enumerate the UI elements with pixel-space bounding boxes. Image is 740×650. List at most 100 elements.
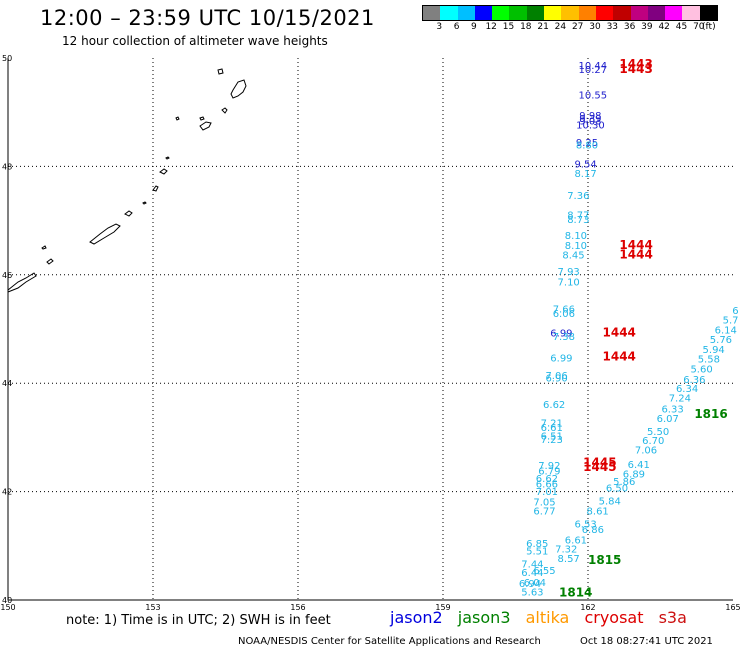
pass-time-label: 1444 bbox=[603, 326, 636, 340]
footnote: note: 1) Time is in UTC; 2) SWH is in fe… bbox=[66, 613, 331, 628]
island-outline bbox=[165, 156, 170, 160]
color-swatch bbox=[526, 6, 545, 20]
legend-altika: altika bbox=[525, 608, 570, 627]
color-swatch bbox=[578, 6, 596, 20]
pass-time-labels: 1443144314441444144414441445144518161815… bbox=[559, 57, 728, 600]
color-scale-unit: (ft) bbox=[702, 22, 716, 32]
wave-height-value: 6.90 bbox=[545, 374, 567, 385]
wave-height-value: 9.39 bbox=[579, 114, 601, 125]
wave-height-value: 5.76 bbox=[710, 335, 732, 346]
color-swatch bbox=[561, 6, 579, 20]
wave-height-value: 9.25 bbox=[576, 138, 598, 149]
pass-time-label: 1445 bbox=[583, 460, 616, 474]
wave-height-value: 5.7 bbox=[723, 316, 739, 327]
color-swatch bbox=[699, 6, 718, 20]
wave-height-value: 6.70 bbox=[642, 436, 664, 447]
wave-height-value: 6.79 bbox=[538, 466, 560, 477]
wave-height-value: 7.44 bbox=[521, 559, 543, 570]
island-outline bbox=[230, 79, 247, 99]
legend-s3a: s3a bbox=[658, 608, 687, 627]
wave-height-value: 5.84 bbox=[599, 497, 621, 508]
color-scale-tick: 3 bbox=[436, 22, 443, 32]
wave-height-value: 7.32 bbox=[555, 544, 577, 555]
wave-height-value: 10.55 bbox=[579, 91, 608, 102]
pass-time-label: 1815 bbox=[588, 553, 621, 567]
wave-height-value: 6.36 bbox=[683, 375, 705, 386]
wave-height-value: 8.73 bbox=[567, 215, 589, 226]
latitude-label: 46 bbox=[2, 271, 12, 280]
wave-height-value: 6.41 bbox=[628, 460, 650, 471]
latitude-label: 48 bbox=[2, 162, 12, 171]
wave-height-value: 8.80 bbox=[576, 141, 598, 152]
wave-height-value: 6.06 bbox=[553, 309, 575, 320]
color-swatch bbox=[492, 6, 510, 20]
island-outline bbox=[152, 185, 159, 192]
wave-height-value: 6.34 bbox=[676, 384, 698, 395]
longitude-label: 153 bbox=[145, 603, 160, 612]
wave-height-value: 10.27 bbox=[579, 65, 608, 76]
wave-height-value: 6.66 bbox=[536, 479, 558, 490]
color-swatch bbox=[647, 6, 666, 20]
wave-height-value: 6.61 bbox=[565, 536, 587, 547]
wave-height-value: 7.01 bbox=[536, 487, 558, 498]
wave-height-value: 7.24 bbox=[669, 394, 691, 405]
color-scale-tick: 18 bbox=[520, 22, 532, 32]
pass-time-label: 1816 bbox=[694, 407, 727, 421]
wave-height-value: 8.45 bbox=[562, 251, 584, 262]
wave-height-value: 6.99 bbox=[550, 329, 572, 340]
color-scale-tick: 24 bbox=[554, 22, 567, 32]
wave-height-value: 9.54 bbox=[574, 159, 596, 170]
pass-time-label: 1444 bbox=[619, 238, 652, 252]
longitude-label: 162 bbox=[580, 603, 595, 612]
wave-height-value: 7.06 bbox=[635, 446, 657, 457]
island-outline bbox=[41, 245, 47, 250]
pass-time-label: 1444 bbox=[619, 248, 652, 262]
pass-time-label: 1814 bbox=[559, 586, 592, 600]
map-frame bbox=[7, 58, 733, 601]
wave-height-value: 9.98 bbox=[579, 111, 601, 122]
color-swatch bbox=[682, 6, 700, 20]
wave-height-value: 6.62 bbox=[543, 400, 565, 411]
wave-height-value: 8.10 bbox=[565, 231, 587, 242]
color-swatch bbox=[509, 6, 527, 20]
legend-jason2: jason2 bbox=[390, 608, 443, 627]
wave-height-value: 10.44 bbox=[579, 61, 608, 72]
wave-height-value: 6.07 bbox=[657, 414, 679, 425]
island-outline bbox=[221, 107, 228, 114]
color-scale-tick: 9 bbox=[471, 22, 477, 32]
color-scale-tick: 39 bbox=[641, 22, 653, 32]
wave-height-value: 5.94 bbox=[703, 345, 725, 356]
wave-height-value: 9.03 bbox=[579, 117, 601, 128]
generated-timestamp: Oct 18 08:27:41 UTC 2021 bbox=[580, 636, 713, 647]
color-swatch bbox=[630, 6, 648, 20]
wave-height-value: 6.51 bbox=[541, 432, 563, 443]
color-scale-tick: 45 bbox=[675, 22, 688, 32]
color-scale-tick: 15 bbox=[502, 22, 515, 32]
color-swatch bbox=[613, 6, 631, 20]
wave-height-value: 5.86 bbox=[613, 477, 635, 488]
color-scale-tick: 33 bbox=[606, 22, 619, 32]
island-outline bbox=[89, 223, 121, 245]
longitude-label: 150 bbox=[0, 603, 15, 612]
island-outline bbox=[199, 121, 212, 131]
color-scale-tick: 36 bbox=[623, 22, 636, 32]
color-swatch bbox=[544, 6, 562, 20]
wave-height-value: 6.77 bbox=[533, 506, 555, 517]
color-scale-bar bbox=[422, 5, 719, 21]
latitude-label: 40 bbox=[2, 596, 12, 605]
latitude-label: 50 bbox=[2, 54, 12, 63]
wave-height-value: 6 bbox=[732, 306, 738, 317]
color-scale-tick: 42 bbox=[658, 22, 670, 32]
color-scale-tick: 27 bbox=[571, 22, 584, 32]
latitude-label: 42 bbox=[2, 488, 12, 497]
wave-height-value: 7.36 bbox=[567, 191, 589, 202]
wave-height-value: 5.63 bbox=[521, 588, 543, 599]
legend-cryosat: cryosat bbox=[584, 608, 644, 627]
wave-height-value: 6.89 bbox=[623, 470, 645, 481]
color-scale-tick: 21 bbox=[537, 22, 549, 32]
wave-height-value: 5.60 bbox=[690, 364, 712, 375]
island-outline bbox=[217, 68, 224, 75]
wave-height-value: 5.58 bbox=[698, 355, 720, 366]
wave-height-value: 6.62 bbox=[536, 474, 558, 485]
wave-height-value: 6.85 bbox=[526, 539, 548, 550]
